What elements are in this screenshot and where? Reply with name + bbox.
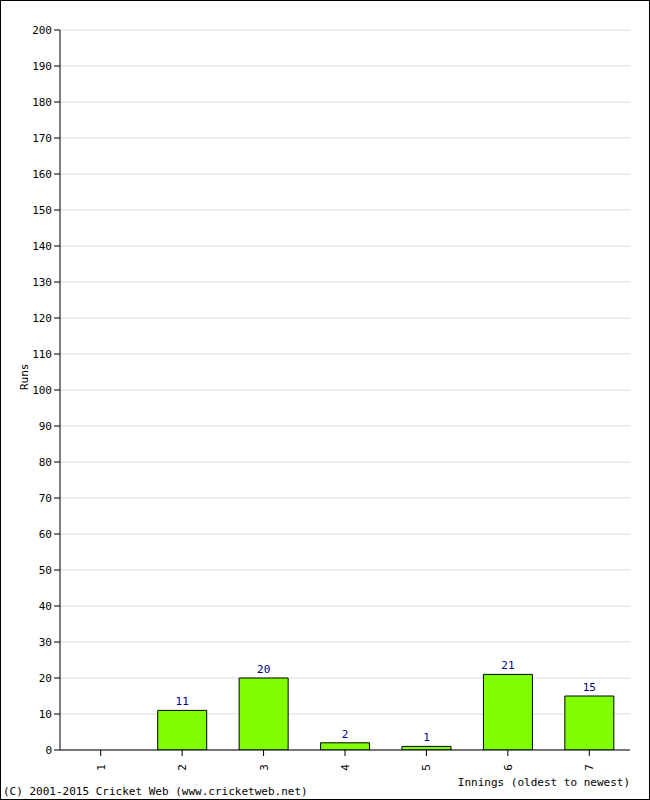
svg-text:7: 7	[583, 764, 596, 771]
svg-text:Runs: Runs	[18, 364, 31, 391]
svg-text:10: 10	[39, 708, 52, 721]
svg-text:3: 3	[258, 764, 271, 771]
svg-text:180: 180	[32, 96, 52, 109]
svg-text:90: 90	[39, 420, 52, 433]
svg-text:0: 0	[45, 744, 52, 757]
svg-text:160: 160	[32, 168, 52, 181]
svg-text:130: 130	[32, 276, 52, 289]
svg-text:200: 200	[32, 24, 52, 37]
svg-text:110: 110	[32, 348, 52, 361]
svg-text:150: 150	[32, 204, 52, 217]
svg-text:30: 30	[39, 636, 52, 649]
svg-text:140: 140	[32, 240, 52, 253]
svg-text:21: 21	[501, 659, 514, 672]
svg-text:6: 6	[502, 764, 515, 771]
svg-text:170: 170	[32, 132, 52, 145]
svg-text:1: 1	[423, 731, 430, 744]
html-text:(C) 2001-2015 Cricket Web (www: (C) 2001-2015 Cricket Web (www.cricketwe…	[3, 785, 308, 798]
svg-text:70: 70	[39, 492, 52, 505]
svg-text:15: 15	[583, 681, 596, 694]
svg-text:120: 120	[32, 312, 52, 325]
svg-text:1: 1	[95, 764, 108, 771]
svg-text:2: 2	[176, 764, 189, 771]
svg-text:190: 190	[32, 60, 52, 73]
svg-text:11: 11	[176, 695, 189, 708]
svg-text:80: 80	[39, 456, 52, 469]
svg-text:Innings (oldest to newest): Innings (oldest to newest)	[458, 776, 630, 789]
svg-text:2: 2	[342, 728, 349, 741]
svg-text:20: 20	[39, 672, 52, 685]
svg-text:60: 60	[39, 528, 52, 541]
svg-text:20: 20	[257, 663, 270, 676]
svg-text:100: 100	[32, 384, 52, 397]
svg-text:40: 40	[39, 600, 52, 613]
svg-text:5: 5	[420, 764, 433, 771]
svg-text:50: 50	[39, 564, 52, 577]
svg-text:4: 4	[339, 764, 352, 771]
